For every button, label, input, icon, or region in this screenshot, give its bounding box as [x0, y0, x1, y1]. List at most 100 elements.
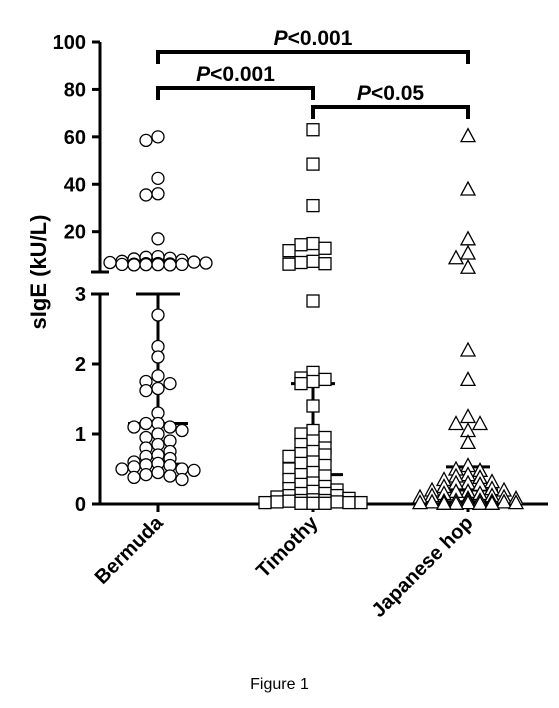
data-point-triangle [447, 249, 465, 265]
data-point-triangle [459, 230, 477, 246]
y-tick-label: 3 [75, 284, 86, 306]
data-point-circle [175, 423, 189, 438]
data-point-circle [175, 472, 189, 487]
data-point-circle [139, 257, 153, 272]
data-point-square [306, 399, 320, 413]
data-point-circle [115, 257, 129, 272]
data-point-triangle [459, 244, 477, 260]
figure-caption: Figure 1 [250, 676, 309, 693]
y-tick-label: 40 [64, 174, 86, 196]
data-point-circle [151, 381, 165, 396]
data-point-circle [163, 376, 177, 391]
data-point-square [306, 198, 320, 213]
data-point-square [282, 494, 296, 508]
significance-bracket [156, 50, 470, 64]
data-point-circle [127, 470, 141, 485]
data-point-triangle [495, 493, 513, 509]
data-point-circle [139, 383, 153, 398]
data-point-circle [139, 133, 153, 148]
data-point-square [306, 496, 320, 510]
data-point-circle [151, 232, 165, 246]
data-point-circle [139, 467, 153, 482]
data-point-triangle [447, 494, 465, 510]
y-tick-label: 80 [64, 79, 86, 101]
data-point-square [294, 376, 308, 391]
category-label: Japanese hop [368, 512, 478, 622]
data-point-square [306, 123, 320, 137]
data-point-square [282, 449, 296, 464]
p-value-label: P<0.05 [357, 82, 424, 105]
category-label: Bermuda [91, 511, 168, 588]
category-label: Timothy [252, 511, 323, 582]
data-point-circle [127, 258, 141, 272]
data-point-circle [151, 171, 165, 185]
data-point-triangle [447, 415, 465, 431]
data-point-square [294, 255, 308, 270]
data-point-circle [151, 257, 165, 272]
data-point-triangle [459, 494, 477, 510]
data-point-circle [151, 187, 165, 201]
data-point-circle [151, 350, 165, 364]
significance-bracket [311, 105, 470, 119]
data-point-circle [187, 463, 201, 478]
significance-bracket [156, 86, 315, 100]
data-point-square [294, 456, 308, 471]
data-point-triangle [459, 434, 477, 450]
p-value-label: P<0.001 [274, 27, 353, 50]
data-point-triangle [459, 127, 477, 143]
data-point-square [270, 495, 284, 509]
data-point-square [318, 257, 332, 271]
data-point-square [294, 238, 308, 252]
data-point-square [342, 495, 356, 510]
data-point-square [306, 236, 320, 251]
y-tick-label: 1 [75, 424, 86, 446]
data-point-circle [199, 256, 213, 270]
data-point-circle [115, 462, 129, 476]
y-tick-label: 60 [64, 127, 86, 149]
data-point-circle [163, 469, 177, 483]
p-value-label: P<0.001 [196, 63, 275, 86]
data-point-triangle [471, 415, 489, 431]
data-point-circle [175, 257, 189, 272]
data-point-square [282, 244, 296, 258]
data-point-circle [139, 188, 153, 202]
data-point-triangle [459, 258, 477, 274]
data-point-triangle [423, 493, 441, 509]
data-point-square [318, 372, 332, 387]
data-point-triangle [459, 341, 477, 357]
data-point-triangle [507, 494, 525, 510]
data-point-triangle [459, 180, 477, 196]
data-point-square [354, 495, 368, 510]
data-point-square [318, 496, 332, 510]
x-axis-labels: Bermuda Timothy Japanese hop [91, 511, 478, 621]
data-point-circle [163, 420, 177, 434]
data-point-circle [151, 465, 165, 480]
data-points [103, 123, 525, 510]
y-tick-label: 100 [53, 32, 86, 54]
y-tick-label: 0 [75, 494, 86, 516]
data-point-square [282, 257, 296, 271]
y-tick-label: 20 [64, 222, 86, 244]
significance-brackets: P<0.001 P<0.001 P<0.05 [156, 27, 470, 119]
data-point-square [318, 241, 332, 255]
y-axis-title: sIgE (kU/L) [26, 215, 51, 330]
data-point-circle [127, 420, 141, 434]
data-point-triangle [435, 494, 453, 510]
data-point-circle [103, 255, 117, 270]
data-point-circle [187, 255, 201, 269]
data-point-triangle [411, 494, 429, 510]
data-point-circle [151, 369, 165, 383]
data-point-triangle [471, 494, 489, 510]
data-point-square [294, 496, 308, 510]
data-point-square [258, 495, 272, 510]
data-point-circle [151, 308, 165, 322]
data-point-circle [163, 258, 177, 272]
data-point-circle [139, 416, 153, 431]
data-point-square [306, 254, 320, 268]
data-point-square [306, 157, 320, 171]
data-point-triangle [459, 408, 477, 424]
data-point-triangle [459, 371, 477, 387]
data-point-circle [151, 130, 165, 144]
data-point-square [306, 374, 320, 389]
